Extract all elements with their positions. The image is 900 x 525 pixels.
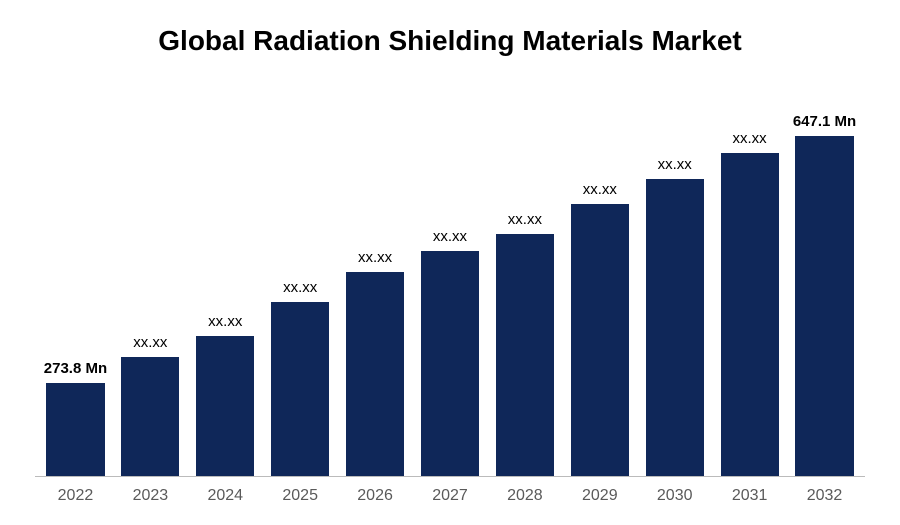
bar-group: xx.xx: [265, 102, 336, 476]
bar-value-label: 273.8 Mn: [44, 360, 107, 377]
bar: [721, 153, 779, 476]
x-axis-label: 2032: [789, 487, 860, 505]
bar: [571, 204, 629, 476]
bar-value-label: xx.xx: [433, 228, 467, 245]
x-axis-label: 2030: [639, 487, 710, 505]
bar-value-label: xx.xx: [358, 249, 392, 266]
bar-value-label: xx.xx: [133, 334, 167, 351]
x-axis-label: 2022: [40, 487, 111, 505]
x-axis-label: 2029: [564, 487, 635, 505]
bar: [346, 272, 404, 476]
bar: [795, 136, 853, 476]
bar: [271, 302, 329, 476]
bar-group: xx.xx: [340, 102, 411, 476]
bar: [46, 383, 104, 477]
bar-value-label: xx.xx: [508, 211, 542, 228]
bar-group: xx.xx: [415, 102, 486, 476]
bar-value-label: xx.xx: [208, 313, 242, 330]
bar-group: 273.8 Mn: [40, 102, 111, 476]
bar-value-label: 647.1 Mn: [793, 113, 856, 130]
bar-group: 647.1 Mn: [789, 102, 860, 476]
bar-group: xx.xx: [714, 102, 785, 476]
x-axis-label: 2025: [265, 487, 336, 505]
x-axis-label: 2024: [190, 487, 261, 505]
bar-group: xx.xx: [489, 102, 560, 476]
x-axis-label: 2026: [340, 487, 411, 505]
x-axis-label: 2023: [115, 487, 186, 505]
bar: [196, 336, 254, 476]
bar: [496, 234, 554, 476]
bar-value-label: xx.xx: [583, 181, 617, 198]
bar-group: xx.xx: [190, 102, 261, 476]
bar-group: xx.xx: [564, 102, 635, 476]
chart-title: Global Radiation Shielding Materials Mar…: [35, 25, 865, 57]
x-axis-label: 2027: [415, 487, 486, 505]
bar-value-label: xx.xx: [658, 156, 692, 173]
bar: [646, 179, 704, 477]
x-axis-label: 2028: [489, 487, 560, 505]
bar-value-label: xx.xx: [733, 130, 767, 147]
bar: [121, 357, 179, 476]
x-axis: 2022202320242025202620272028202920302031…: [35, 477, 865, 505]
bar-group: xx.xx: [115, 102, 186, 476]
x-axis-label: 2031: [714, 487, 785, 505]
chart-area: 273.8 Mn xx.xx xx.xx xx.xx xx.xx xx.xx xx.xx xx…: [35, 102, 865, 505]
bar-value-label: xx.xx: [283, 279, 317, 296]
bar-group: xx.xx: [639, 102, 710, 476]
bar: [421, 251, 479, 476]
bars-container: 273.8 Mn xx.xx xx.xx xx.xx xx.xx xx.xx xx.xx xx…: [35, 102, 865, 477]
